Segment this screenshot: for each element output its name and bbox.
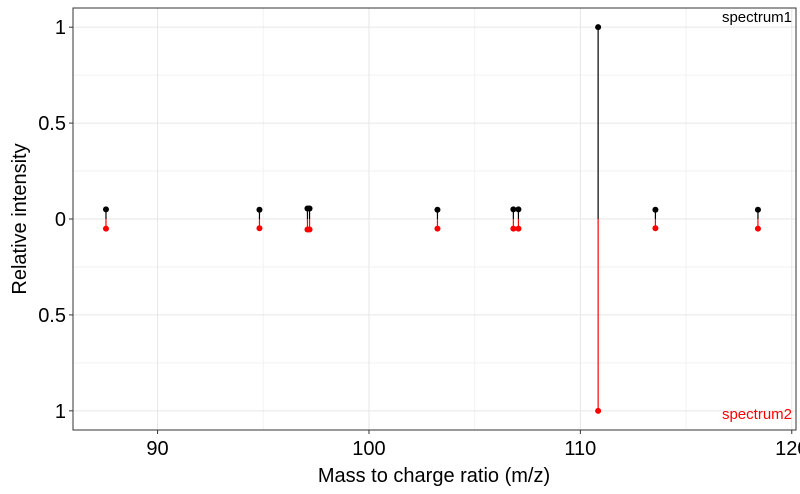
y-tick-label: 0.5 xyxy=(38,305,66,327)
x-tick-label: 100 xyxy=(352,438,385,460)
peak-point-spectrum1 xyxy=(434,206,441,213)
y-tick-label: 1 xyxy=(55,401,66,423)
peak-point-spectrum2 xyxy=(652,225,659,232)
peak-point-spectrum1 xyxy=(595,24,602,31)
y-tick-label: 0.5 xyxy=(38,113,66,135)
peak-point-spectrum1 xyxy=(754,206,761,213)
peak-point-spectrum1 xyxy=(652,206,659,213)
peak-point-spectrum2 xyxy=(754,225,761,232)
y-axis-title: Relative intensity xyxy=(9,143,31,294)
y-tick-label: 0 xyxy=(55,209,66,231)
peak-point-spectrum2 xyxy=(510,225,517,232)
peak-point-spectrum1 xyxy=(515,206,522,213)
peak-point-spectrum2 xyxy=(256,225,263,232)
peak-point-spectrum1 xyxy=(102,206,109,213)
peak-point-spectrum2 xyxy=(434,225,441,232)
x-tick-label: 90 xyxy=(146,438,168,460)
peak-point-spectrum2 xyxy=(595,407,602,414)
legend-spectrum1: spectrum1 xyxy=(722,9,792,26)
x-tick-label: 110 xyxy=(564,438,596,460)
x-axis-title: Mass to charge ratio (m/z) xyxy=(318,465,550,487)
peak-point-spectrum1 xyxy=(256,206,263,213)
peak-point-spectrum2 xyxy=(306,226,313,233)
peak-point-spectrum1 xyxy=(306,205,313,212)
peak-point-spectrum2 xyxy=(102,225,109,232)
x-tick-label: 120 xyxy=(775,438,800,460)
peak-point-spectrum1 xyxy=(510,206,517,213)
legend-spectrum2: spectrum2 xyxy=(722,406,792,423)
peak-point-spectrum2 xyxy=(515,225,522,232)
y-tick-label: 1 xyxy=(55,17,66,39)
